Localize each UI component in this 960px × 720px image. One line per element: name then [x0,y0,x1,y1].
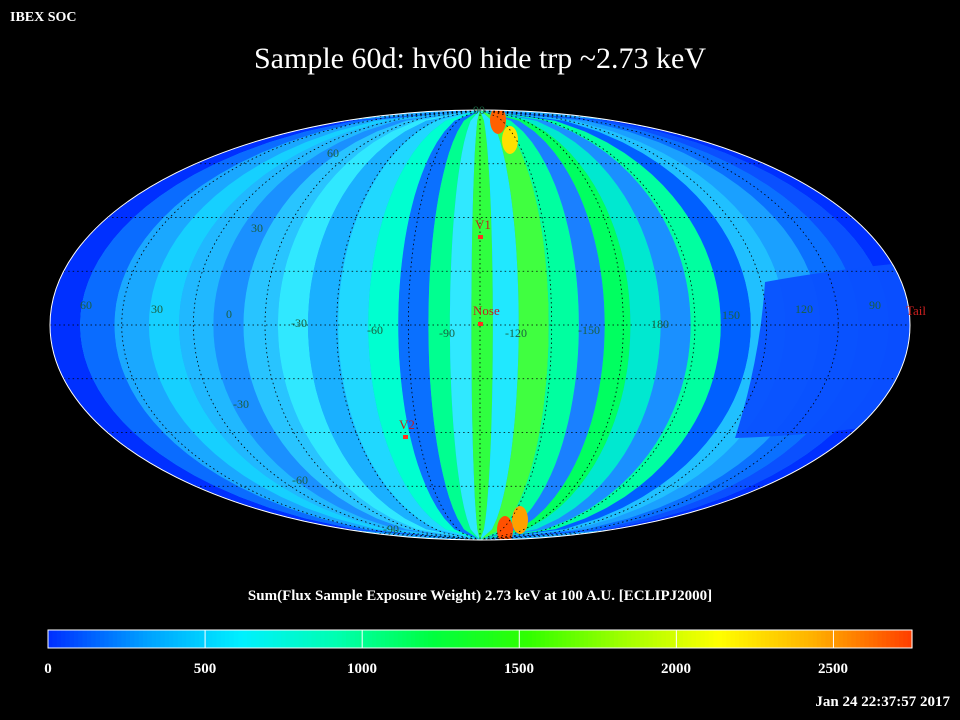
lon-label: -120 [505,326,527,340]
v1-label: V1 [475,217,491,232]
nose-label: Nose [473,303,500,318]
lon-label: 180 [651,317,669,331]
lon-label: 0 [226,307,232,321]
lon-label: -30 [291,316,307,330]
colorbar-tick: 2500 [818,661,848,677]
lon-label: -150 [578,323,600,337]
colorbar-caption: Sum(Flux Sample Exposure Weight) 2.73 ke… [247,588,713,604]
lon-label: 120 [795,302,813,316]
lon-label: 60 [80,298,92,312]
source-label: IBEX SOC [10,10,77,25]
lon-label: -60 [367,323,383,337]
lat-label: -30 [233,397,249,411]
lon-label: 150 [722,308,740,322]
colorbar-tick: 2000 [661,661,691,677]
lat-label: 30 [251,221,263,235]
lon-label: 30 [151,302,163,316]
timestamp: Jan 24 22:37:57 2017 [815,694,950,710]
tail-label: Tail [906,303,926,318]
colorbar-tick: 0 [44,661,52,677]
v2-label: V2 [399,417,415,432]
colorbar-tick: 1000 [347,661,377,677]
map-title: Sample 60d: hv60 hide trp ~2.73 keV [253,42,706,75]
lat-label: -90 [383,522,399,536]
colorbar-tick: 1500 [504,661,534,677]
nose-marker [478,322,483,326]
v1-marker [478,235,483,239]
lat-label: -60 [292,473,308,487]
v2-marker [403,435,408,439]
lon-label: 90 [869,298,881,312]
lat-label: 60 [327,146,339,160]
colorbar-tick: 500 [194,661,217,677]
lon-label: -90 [439,326,455,340]
lat-label: 90 [473,103,485,117]
